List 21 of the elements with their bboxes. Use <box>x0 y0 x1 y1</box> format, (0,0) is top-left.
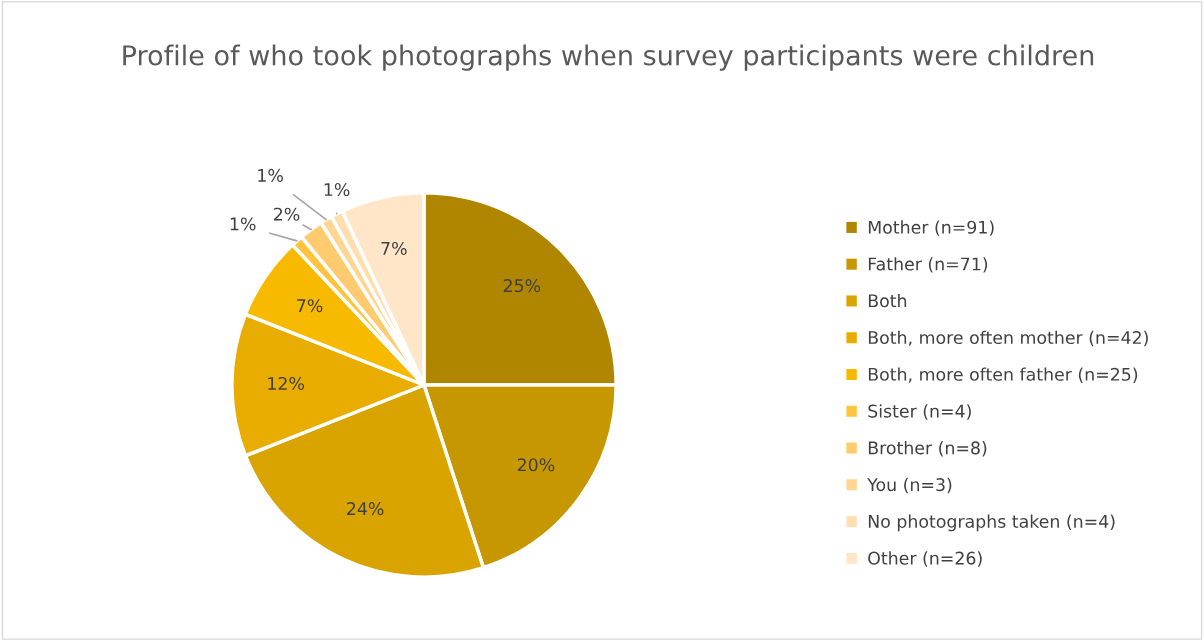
data-label: 20% <box>517 458 555 472</box>
legend-label: Both, more often mother (n=42) <box>868 330 1148 347</box>
data-label: 2% <box>274 207 300 221</box>
data-label: 7% <box>297 299 323 313</box>
legend-label: Father (n=71) <box>868 257 988 273</box>
legend-label: Both <box>868 293 907 308</box>
data-label: 12% <box>268 376 304 391</box>
legend-label: Mother (n=91) <box>868 220 994 236</box>
legend-label: Sister (n=4) <box>868 404 971 420</box>
legend-label: No photographs taken (n=4) <box>868 514 1115 532</box>
data-label: 7% <box>381 241 407 256</box>
chart-title: Profile of who took photographs when survey participants were children <box>123 44 1094 71</box>
data-label: 25% <box>503 279 541 293</box>
data-label: 1% <box>258 168 283 182</box>
legend-label: You (n=3) <box>867 477 952 494</box>
data-label: 1% <box>324 182 350 197</box>
legend-label: Other (n=26) <box>868 551 982 567</box>
data-label: 1% <box>230 217 256 231</box>
data-label: 24% <box>347 502 384 516</box>
legend-label: Brother (n=8) <box>868 440 987 457</box>
legend-label: Both, more often father (n=25) <box>868 367 1138 383</box>
